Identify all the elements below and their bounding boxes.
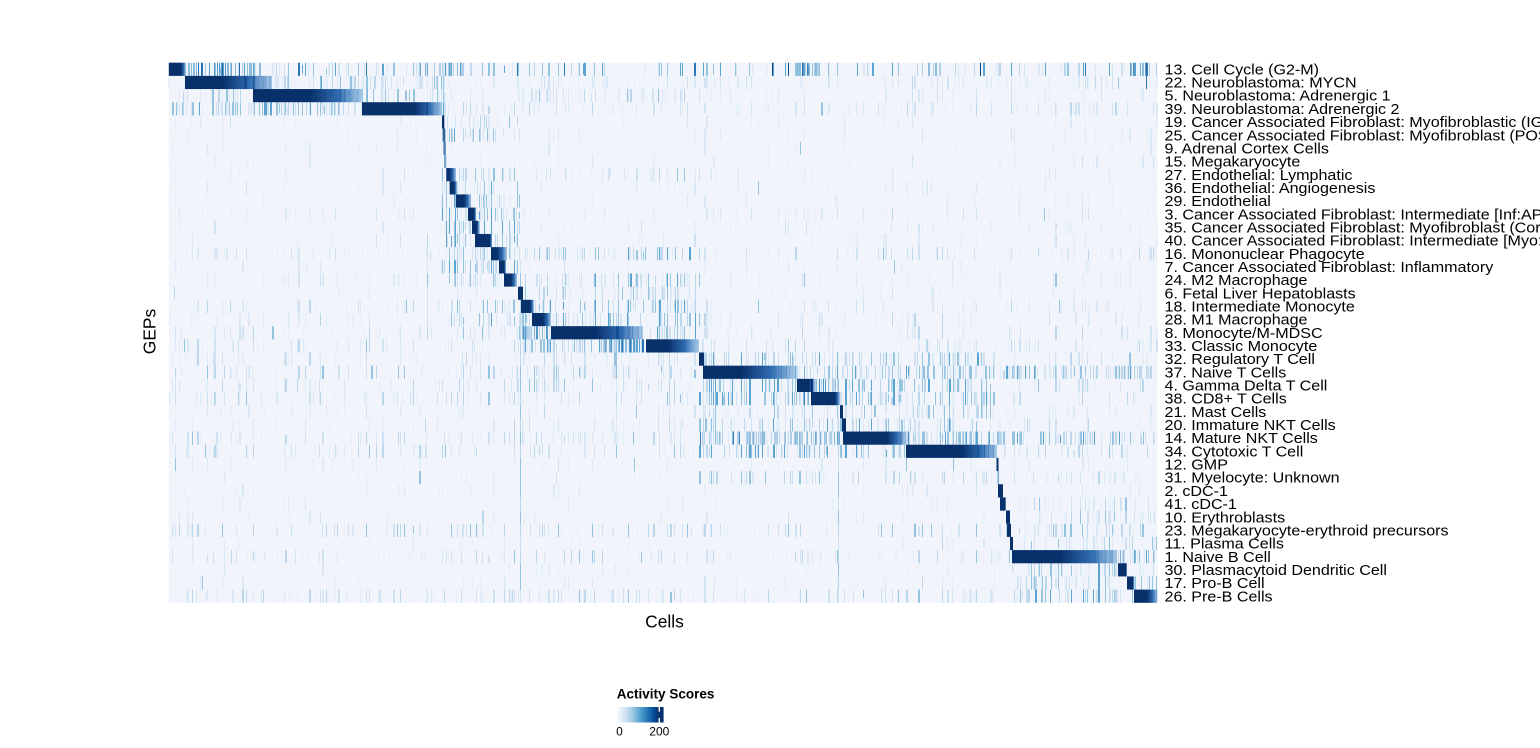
- svg-text:200: 200: [649, 725, 669, 739]
- svg-text:Cells: Cells: [645, 611, 684, 631]
- svg-text:0: 0: [616, 725, 623, 739]
- svg-text:GEPs: GEPs: [140, 308, 160, 354]
- svg-text:Activity Scores: Activity Scores: [617, 687, 715, 702]
- svg-text:26. Pre-B Cells: 26. Pre-B Cells: [1165, 589, 1273, 605]
